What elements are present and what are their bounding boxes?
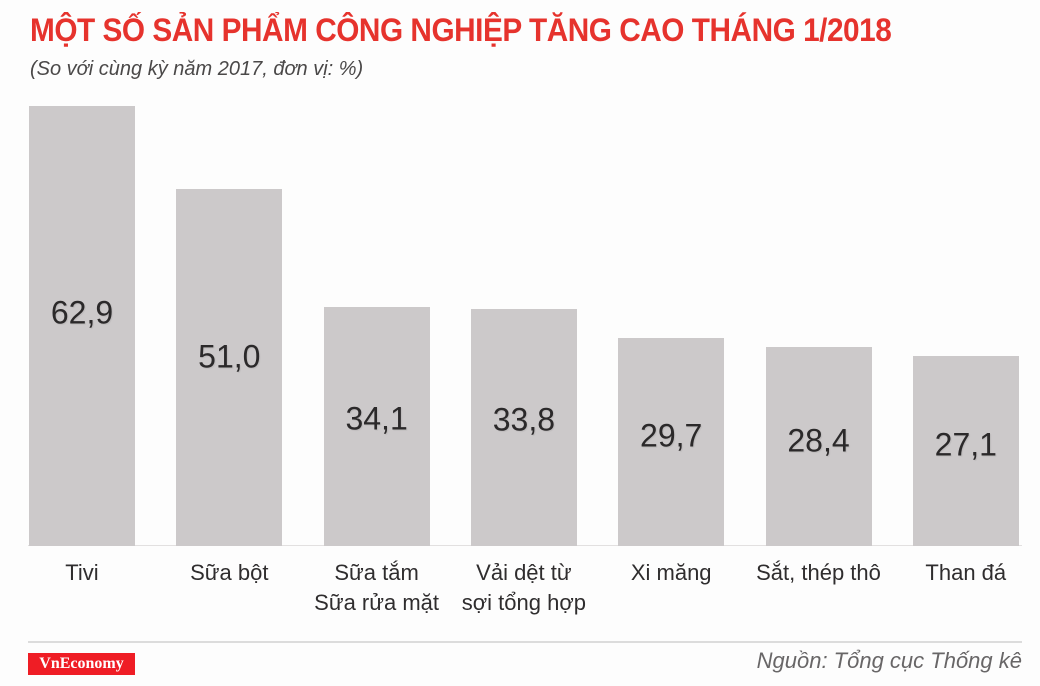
category-label: Vải dệt từ sợi tổng hợp bbox=[461, 560, 587, 615]
bar-value-label: 27,1 bbox=[934, 426, 997, 463]
bar-6: 28,4 bbox=[765, 347, 872, 546]
category-label: Sữa tắm Sữa rửa mặt bbox=[314, 560, 439, 615]
category-label: Sắt, thép thô bbox=[756, 560, 881, 585]
chart-subtitle: (So với cùng kỳ năm 2017, đơn vị: %) bbox=[30, 58, 364, 80]
category-label: Than đá bbox=[925, 560, 1007, 585]
vneconomy-logo-text: VnEconomy bbox=[39, 655, 124, 672]
bar-4: 33,8 bbox=[470, 309, 577, 546]
bar-value-label: 29,7 bbox=[640, 417, 703, 454]
bar-value-label: 33,8 bbox=[492, 401, 556, 438]
bar-7: 27,1 bbox=[912, 356, 1019, 546]
bar-5: 29,7 bbox=[618, 338, 725, 546]
bar-value-label: 34,1 bbox=[345, 400, 408, 437]
category-label: Tivi bbox=[65, 560, 99, 585]
source-credit: Nguồn: Tổng cục Thống kê bbox=[756, 648, 1022, 673]
bar-3: 34,1 bbox=[323, 307, 430, 546]
category-label: Sữa bột bbox=[190, 560, 269, 585]
bar-2: 51,0 bbox=[176, 189, 283, 546]
footer-divider bbox=[28, 641, 1022, 643]
bar-value-label: 28,4 bbox=[787, 422, 850, 459]
bar-value-label: 51,0 bbox=[198, 338, 261, 375]
bar-1: 62,9 bbox=[29, 106, 135, 546]
category-label: Xi măng bbox=[630, 560, 712, 585]
bar-value-label: 62,9 bbox=[50, 294, 114, 331]
vneconomy-logo: VnEconomy bbox=[28, 653, 135, 675]
chart-title: MỘT SỐ SẢN PHẨM CÔNG NGHIỆP TĂNG CAO THÁ… bbox=[30, 12, 892, 48]
